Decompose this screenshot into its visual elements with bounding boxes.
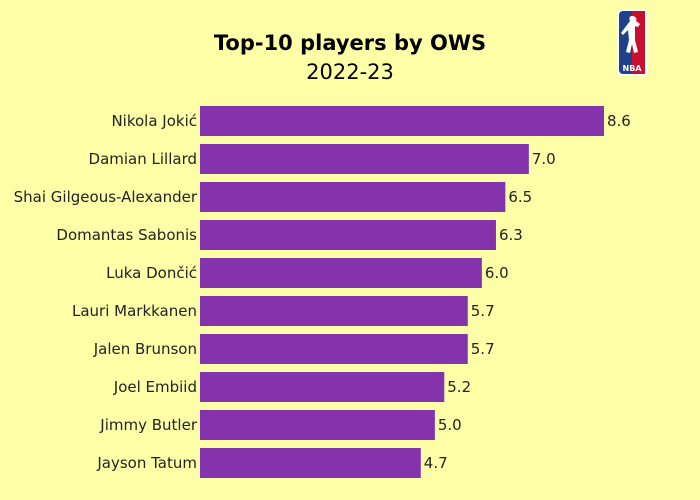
y-tick-label: Jalen Brunson — [93, 340, 197, 358]
bar — [200, 220, 496, 250]
y-tick-label: Domantas Sabonis — [56, 226, 197, 244]
data-label: 6.3 — [499, 226, 523, 244]
y-tick-label: Lauri Markkanen — [72, 302, 197, 320]
bar — [200, 448, 421, 478]
bar — [200, 372, 445, 402]
bar — [200, 258, 482, 288]
y-tick-label: Luka Dončić — [106, 264, 197, 282]
y-tick-label: Shai Gilgeous-Alexander — [14, 188, 198, 206]
nba-logo-icon: NBA — [617, 9, 647, 76]
chart-subtitle: 2022-23 — [306, 60, 394, 84]
data-label: 8.6 — [607, 112, 631, 130]
data-label: 5.7 — [471, 302, 495, 320]
bar — [200, 106, 604, 136]
data-label: 7.0 — [532, 150, 556, 168]
bar — [200, 410, 435, 440]
nba-logo-text: NBA — [623, 64, 643, 73]
data-label: 6.0 — [485, 264, 509, 282]
y-tick-label: Damian Lillard — [89, 150, 197, 168]
bars-group: Nikola Jokić 8.6 Damian Lillard 7.0 Shai Gil… — [14, 106, 631, 478]
y-tick-label: Jayson Tatum — [96, 454, 197, 472]
data-label: 5.2 — [447, 378, 471, 396]
data-label: 5.7 — [471, 340, 495, 358]
bar — [200, 334, 468, 364]
data-label: 6.5 — [508, 188, 532, 206]
chart-title: Top-10 players by OWS — [214, 31, 486, 55]
bar — [200, 296, 468, 326]
data-label: 4.7 — [424, 454, 448, 472]
y-tick-label: Joel Embiid — [113, 378, 197, 396]
bar — [200, 182, 506, 212]
data-label: 5.0 — [438, 416, 462, 434]
bar — [200, 144, 529, 174]
y-tick-label: Jimmy Butler — [99, 416, 198, 434]
y-tick-label: Nikola Jokić — [111, 112, 197, 130]
